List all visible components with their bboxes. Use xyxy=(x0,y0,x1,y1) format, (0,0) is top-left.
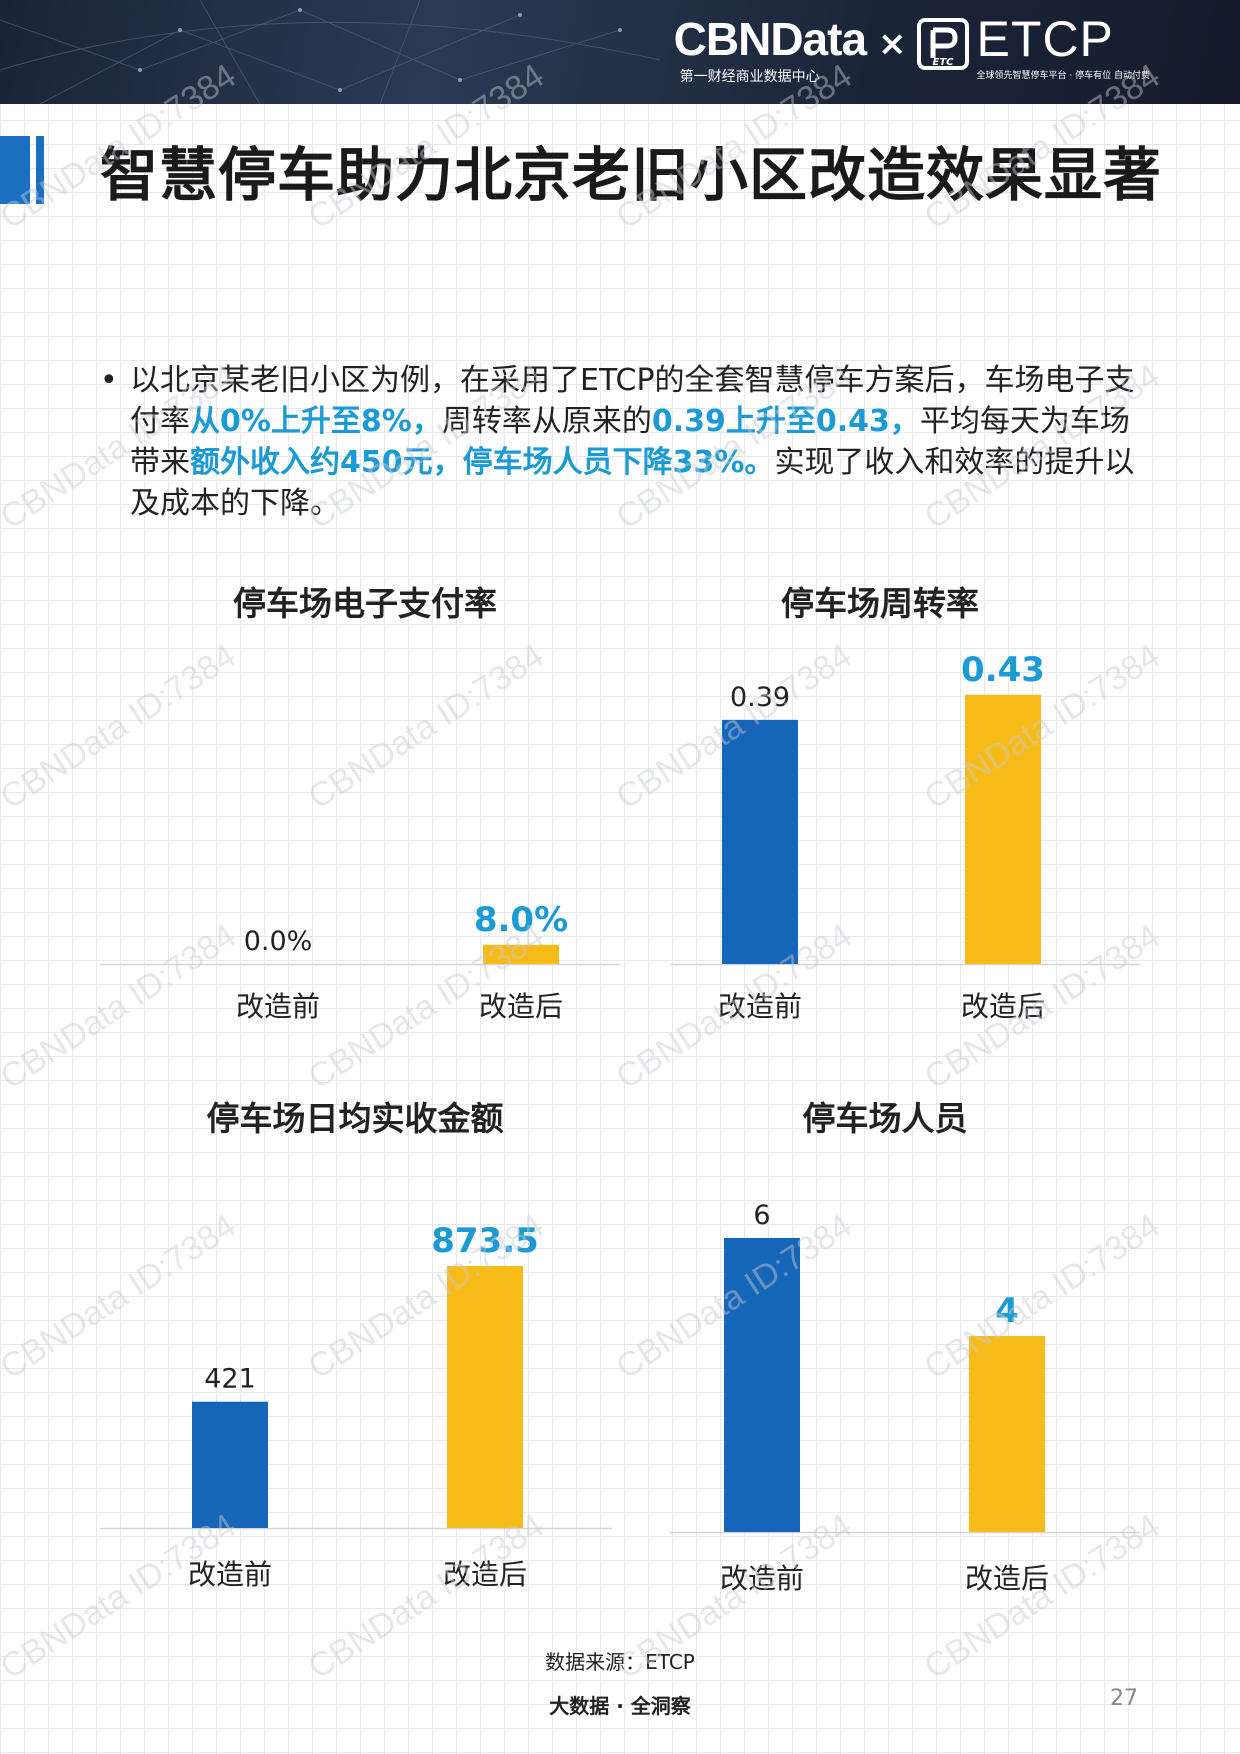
data-label-before: 421 xyxy=(204,1364,256,1395)
chart-title-payment-rate: 停车场电子支付率 xyxy=(233,584,497,623)
bullet-dot: • xyxy=(100,363,118,398)
summary-text-3: 平均每天为车场带来 xyxy=(130,404,1130,480)
network-lines-decoration xyxy=(0,0,661,104)
chart-turnover-rate: 0.39 改造前 0.43 改造后 xyxy=(670,650,1140,1023)
bar-before xyxy=(722,719,798,964)
chart-title-staff: 停车场人员 xyxy=(802,1099,968,1138)
summary-highlight-2: 0.39上升至0.43， xyxy=(651,404,920,439)
summary-text-4: 实现了收入和效率的提升以及成本的下降。 xyxy=(130,445,1135,521)
bar-before xyxy=(724,1238,800,1532)
data-label-after: 0.43 xyxy=(961,650,1045,690)
chart-payment-rate: 0.0% 改造前 8.0% 改造后 xyxy=(100,900,620,1023)
summary-highlight-3: 额外收入约450元，停车场人员下降33%。 xyxy=(190,445,775,480)
summary-paragraph: • 以北京某老旧小区为例，在采用了ETCP的全套智慧停车方案后，车场电子支付率从… xyxy=(100,360,1140,524)
bar-after xyxy=(483,944,559,964)
data-label-after: 8.0% xyxy=(474,900,568,940)
category-label-after: 改造后 xyxy=(443,1558,527,1591)
category-label-before: 改造前 xyxy=(236,990,320,1023)
footer-slogan: 大数据 · 全洞察 xyxy=(549,1694,691,1718)
bar-after xyxy=(969,1336,1045,1532)
data-label-after: 4 xyxy=(995,1291,1019,1331)
data-source: 数据来源：ETCP xyxy=(545,1650,695,1674)
data-label-before: 0.0% xyxy=(244,926,313,957)
cbndata-name: CBNData xyxy=(673,13,867,65)
data-label-before: 6 xyxy=(753,1200,770,1231)
chart-daily-revenue: 421 改造前 873.5 改造后 xyxy=(100,1221,612,1591)
bar-after xyxy=(447,1265,523,1528)
category-label-after: 改造后 xyxy=(479,990,563,1023)
summary-text-1: 以北京某老旧小区为例，在采用了ETCP的全套智慧停车方案后，车场电子支付率 xyxy=(130,363,1135,439)
header-banner: CBNData 第一财经商业数据中心 × ETC ETCP 全球领先智慧停车平台… xyxy=(0,0,1240,104)
times-sign: × xyxy=(878,24,907,64)
page-number: 27 xyxy=(1110,1686,1138,1711)
page-title: 智慧停车助力北京老旧小区改造效果显著 xyxy=(100,141,1163,209)
summary-highlight-1: 从0%上升至8%， xyxy=(190,404,442,439)
chart-title-turnover-rate: 停车场周转率 xyxy=(781,584,979,623)
category-label-before: 改造前 xyxy=(188,1558,272,1591)
category-label-before: 改造前 xyxy=(718,990,802,1023)
etcp-logo-text: ETC xyxy=(932,57,954,68)
category-label-after: 改造后 xyxy=(965,1562,1049,1595)
cbndata-subtitle: 第一财经商业数据中心 xyxy=(679,69,820,85)
etcp-logo: ETCP 全球领先智慧停车平台 · 停车有位 自动付费 xyxy=(977,14,1150,81)
category-label-before: 改造前 xyxy=(720,1562,804,1595)
chart-title-daily-revenue: 停车场日均实收金额 xyxy=(206,1099,504,1138)
bar-before xyxy=(192,1401,268,1528)
brand-logos: CBNData 第一财经商业数据中心 × ETC ETCP 全球领先智慧停车平台… xyxy=(674,14,1150,86)
chart-staff: 6 改造前 4 改造后 xyxy=(670,1200,1140,1595)
data-label-before: 0.39 xyxy=(730,682,790,713)
title-accent-bar xyxy=(0,136,46,204)
etcp-name: ETCP xyxy=(976,11,1114,67)
etcp-logo-icon: ETC xyxy=(916,18,969,70)
cbndata-logo: CBNData 第一财经商业数据中心 xyxy=(673,13,867,86)
bar-after xyxy=(965,694,1041,964)
etcp-subtitle: 全球领先智慧停车平台 · 停车有位 自动付费 xyxy=(976,71,1150,81)
data-label-after: 873.5 xyxy=(431,1221,539,1261)
category-label-after: 改造后 xyxy=(961,990,1045,1023)
summary-text-2: 周转率从原来的 xyxy=(441,404,652,439)
